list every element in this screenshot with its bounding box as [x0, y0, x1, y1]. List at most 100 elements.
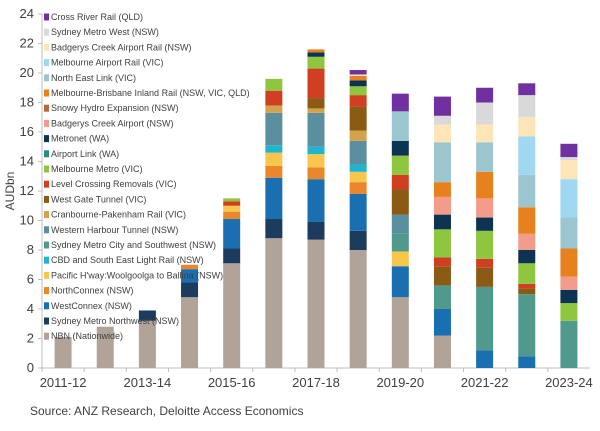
- bar-segment: [476, 230, 494, 259]
- y-tick-label: 22: [20, 36, 34, 51]
- bar-segment: [265, 177, 283, 220]
- bar-segment: [391, 111, 409, 141]
- legend-swatch: [44, 226, 49, 234]
- bar-segment: [223, 211, 241, 220]
- bar-segment: [518, 95, 536, 118]
- legend-swatch: [44, 150, 49, 158]
- bar-segment: [307, 52, 325, 57]
- bar-segment: [223, 198, 241, 202]
- legend-swatch: [44, 302, 49, 310]
- bar-segment: [391, 297, 409, 368]
- bar-segment: [560, 289, 578, 304]
- bar-segment: [433, 266, 451, 286]
- legend-label: Sydney Metro City and Southwest (NSW): [51, 240, 216, 250]
- bar-segment: [391, 251, 409, 267]
- legend-label: Melbourne Airport Rail (VIC): [51, 58, 164, 68]
- legend-label: Melbourne-Brisbane Inland Rail (NSW, VIC…: [51, 88, 250, 98]
- legend: Cross River Rail (QLD) Sydney Metro West …: [44, 12, 250, 341]
- bar-segment: [265, 112, 283, 146]
- bar-segment: [560, 303, 578, 321]
- bar-segment: [223, 219, 241, 249]
- bar-segment: [349, 250, 367, 368]
- y-tick-label: 12: [20, 183, 34, 198]
- bar-segment: [307, 68, 325, 99]
- bar-segment: [518, 174, 536, 208]
- legend-label: Pacific H'way:Woolgoolga to Ballina (NSW…: [51, 270, 223, 280]
- bar-segment: [391, 155, 409, 175]
- legend-label: West Gate Tunnel (VIC): [51, 194, 146, 204]
- bar-segment: [265, 90, 283, 106]
- bar-segment: [433, 229, 451, 258]
- bar-segment: [307, 146, 325, 155]
- legend-swatch: [44, 195, 49, 203]
- x-tick-label: 2019-20: [376, 375, 424, 390]
- bar-segment: [265, 145, 283, 153]
- legend-swatch: [44, 287, 49, 295]
- bar-segment: [560, 248, 578, 277]
- bar-segment: [265, 219, 283, 239]
- bar-segment: [181, 282, 199, 298]
- legend-label: Metronet (WA): [51, 134, 109, 144]
- bar-segment: [391, 140, 409, 156]
- bar-segment: [307, 154, 325, 168]
- y-axis-title: AUDbn: [3, 172, 17, 211]
- legend-swatch: [44, 180, 49, 188]
- bar-segment: [265, 165, 283, 178]
- bar-segment: [349, 95, 367, 107]
- y-tick-label: 8: [27, 242, 34, 257]
- bar-segment: [181, 269, 199, 283]
- bar-segment: [518, 263, 536, 284]
- bar-segment: [349, 75, 367, 81]
- x-tick-label: 2021-22: [461, 375, 509, 390]
- bar-segment: [518, 294, 536, 357]
- bar-segment: [433, 96, 451, 116]
- bar-segment: [391, 189, 409, 215]
- bar-segment: [560, 276, 578, 290]
- bar-segment: [560, 157, 578, 161]
- legend-swatch: [44, 59, 49, 67]
- bar-segment: [349, 130, 367, 141]
- bar-segment: [391, 233, 409, 252]
- legend-label: Sydney Metro West (NSW): [51, 27, 159, 37]
- bar-segment: [223, 201, 241, 206]
- legend-label: Badgerys Creek Airport (NSW): [51, 118, 174, 128]
- bar-segment: [433, 182, 451, 197]
- bar-segment: [349, 140, 367, 165]
- bar-segment: [476, 87, 494, 103]
- legend-swatch: [44, 165, 49, 173]
- legend-label: CBD and South East Light Rail (NSW): [51, 255, 204, 265]
- legend-swatch: [44, 28, 49, 36]
- bar-segment: [349, 230, 367, 250]
- bar-segment: [391, 214, 409, 234]
- bar-segment: [560, 179, 578, 218]
- bar-segment: [518, 288, 536, 295]
- bar-segment: [476, 258, 494, 268]
- legend-label: Cross River Rail (QLD): [51, 12, 143, 22]
- x-tick-label: 2023-24: [545, 375, 593, 390]
- bar-segment: [560, 160, 578, 180]
- bar-segment: [265, 78, 283, 91]
- bar-segment: [349, 74, 367, 76]
- legend-swatch: [44, 135, 49, 143]
- bar-segment: [265, 105, 283, 113]
- bar-segment: [349, 171, 367, 183]
- legend-swatch: [44, 89, 49, 97]
- bar-segment: [96, 326, 114, 368]
- bar-segment: [518, 283, 536, 289]
- legend-label: NorthConnex (NSW): [51, 286, 134, 296]
- legend-label: Snowy Hydro Expansion (NSW): [51, 103, 179, 113]
- bar-segment: [223, 248, 241, 264]
- bar-segment: [307, 98, 325, 109]
- y-tick-label: 4: [27, 301, 34, 316]
- legend-swatch: [44, 241, 49, 249]
- bar-segment: [518, 117, 536, 137]
- bar-segment: [181, 264, 199, 270]
- legend-label: North East Link (VIC): [51, 73, 136, 83]
- legend-label: Sydney Metro Northwest (NSW): [51, 316, 179, 326]
- bar-segment: [265, 238, 283, 368]
- source-note: Source: ANZ Research, Deloitte Access Ec…: [30, 404, 304, 418]
- y-tick-label: 14: [20, 154, 34, 169]
